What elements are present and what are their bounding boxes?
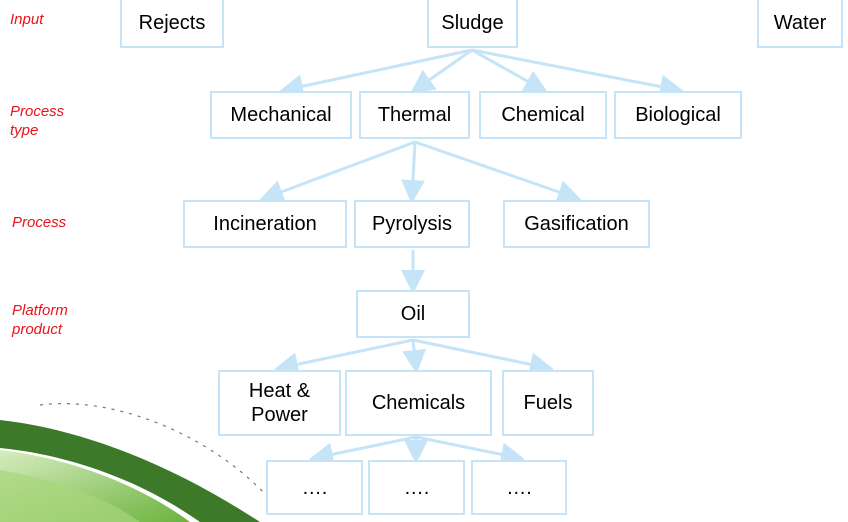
output: ….	[368, 460, 465, 515]
node: Mechanical	[210, 91, 352, 139]
product: Fuels	[502, 370, 594, 436]
output: ….	[266, 460, 363, 515]
connectors	[0, 0, 848, 522]
node: Thermal	[359, 91, 470, 139]
output: ….	[471, 460, 567, 515]
stage-label: Process type	[10, 102, 85, 140]
node: Biological	[614, 91, 742, 139]
stage-label: Platform product	[12, 301, 82, 339]
stage-label: Input	[10, 10, 90, 29]
stage-label: Process	[12, 213, 92, 232]
diagram: Input Process type Process Platform prod…	[0, 0, 848, 522]
product: Chemicals	[345, 370, 492, 436]
product: Heat & Power	[218, 370, 341, 436]
node: Water	[757, 0, 843, 48]
node: Sludge	[427, 0, 518, 48]
node: Gasification	[503, 200, 650, 248]
node: Incineration	[183, 200, 347, 248]
node: Pyrolysis	[354, 200, 470, 248]
node: Oil	[356, 290, 470, 338]
node: Rejects	[120, 0, 224, 48]
node: Chemical	[479, 91, 607, 139]
